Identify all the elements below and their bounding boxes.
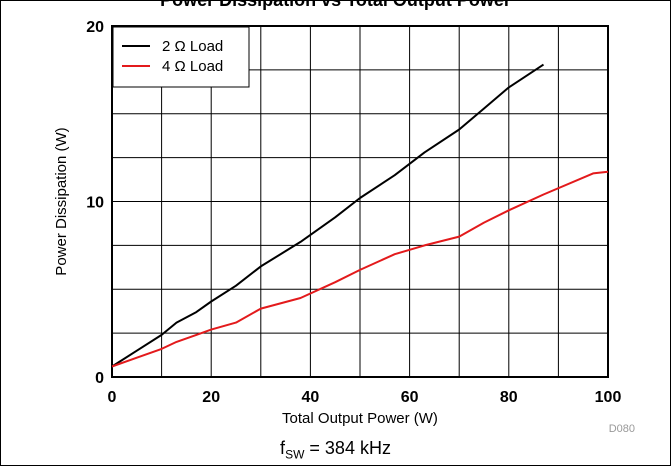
switching-frequency-caption: fSW = 384 kHz <box>0 438 671 462</box>
y-tick-label: 0 <box>95 370 104 387</box>
x-tick-label: 20 <box>202 389 220 406</box>
legend-label: 4 Ω Load <box>162 58 223 75</box>
chart-title-fragment: Power Dissipation vs Total Output Power <box>0 0 671 13</box>
x-tick-label: 40 <box>302 389 320 406</box>
y-tick-label: 20 <box>86 19 104 36</box>
plot-area-border <box>111 25 609 378</box>
x-tick-label: 100 <box>595 389 622 406</box>
caption-prefix: f <box>280 438 286 458</box>
legend-box <box>112 26 250 88</box>
series-line <box>111 63 545 368</box>
series-line <box>111 170 609 368</box>
x-tick-label: 80 <box>500 389 518 406</box>
caption-subscript: SW <box>285 447 305 462</box>
figure-id: D080 <box>609 423 635 435</box>
x-tick-label: 0 <box>108 389 117 406</box>
chart-title: Power Dissipation vs Total Output Power <box>160 0 511 10</box>
x-axis-label: Total Output Power (W) <box>282 410 438 427</box>
x-tick-label: 60 <box>401 389 419 406</box>
y-tick-label: 10 <box>86 195 104 212</box>
caption-suffix: = 384 kHz <box>304 438 391 458</box>
y-axis-label: Power Dissipation (W) <box>53 127 70 275</box>
legend-label: 2 Ω Load <box>162 38 223 55</box>
